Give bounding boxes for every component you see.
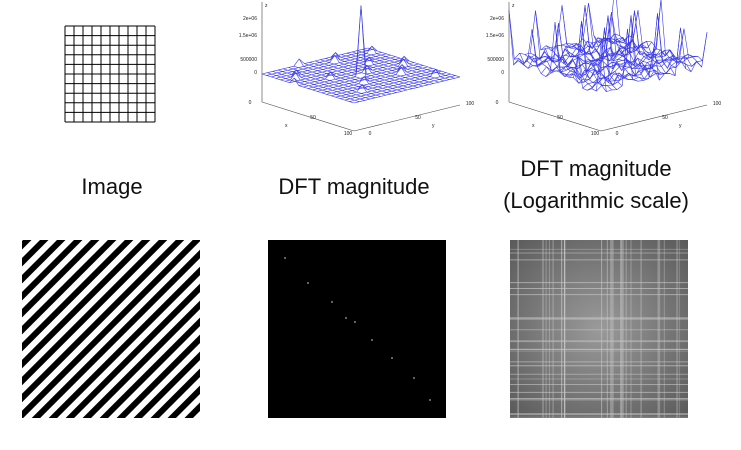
x-tick-label: 50 (557, 115, 563, 121)
y-tick-label: 0 (616, 131, 619, 137)
z-tick-label: 1.5e+06 (486, 33, 504, 39)
mesh-line (352, 51, 445, 82)
mesh-line (572, 46, 665, 75)
mesh-line (582, 54, 689, 89)
axis-line (600, 104, 708, 132)
mesh-line (604, 36, 697, 67)
grid-image (64, 25, 156, 123)
x-tick-label: 0 (496, 100, 499, 106)
mesh-line (349, 75, 456, 102)
mesh-line (616, 0, 708, 62)
x-tick-label: 50 (310, 115, 316, 121)
axis-line (261, 101, 355, 132)
y-axis-label: y (432, 123, 435, 129)
dft-dot (331, 301, 333, 303)
caption: DFT magnitude (278, 174, 429, 199)
mesh-line (340, 68, 447, 99)
mesh-line (353, 76, 461, 104)
mesh-line (336, 55, 429, 86)
mesh-line (307, 5, 415, 89)
mesh-line (335, 70, 442, 98)
caption: Image (81, 174, 142, 199)
x-tick-label: 100 (591, 131, 600, 137)
dft-dot (429, 399, 431, 401)
mesh-line (600, 27, 708, 93)
dft-dot (391, 357, 393, 359)
dft-dot (354, 321, 356, 323)
y-tick-label: 100 (713, 101, 722, 107)
x-axis-label: x (285, 123, 288, 129)
mesh-line (330, 69, 438, 97)
x-tick-label: 0 (249, 100, 252, 106)
mesh-line (588, 3, 681, 68)
z-tick-label: 1.5e+06 (239, 33, 257, 39)
dft-dot (371, 339, 373, 341)
dft-dot (307, 282, 309, 284)
z-tick-label: 0 (501, 70, 504, 76)
mesh-line (325, 54, 418, 88)
z-axis-label: z (265, 3, 268, 9)
mesh-line (330, 52, 423, 87)
z-tick-label: 500000 (240, 57, 257, 63)
mesh-line (591, 56, 698, 89)
dft-dot (413, 377, 415, 379)
y-axis-label: y (679, 123, 682, 129)
dft-log-image (510, 240, 688, 418)
mesh-line (362, 45, 455, 79)
mesh-line (582, 38, 676, 76)
mesh-line (326, 68, 433, 95)
mesh-line (314, 5, 408, 91)
z-tick-label: 0 (254, 70, 257, 76)
y-tick-label: 100 (466, 101, 475, 107)
dft-image (268, 240, 446, 418)
mesh-line (593, 35, 687, 69)
mesh-line (367, 47, 461, 78)
x-tick-label: 100 (344, 131, 353, 137)
caption: (Logarithmic scale) (503, 188, 689, 213)
x-axis-label: x (532, 123, 535, 129)
surface-plot-log: 2e+06 1.5e+06 500000 0 z 0 50 100 x 0 50 100 y (486, 0, 722, 137)
axis-line (508, 101, 602, 132)
z-axis-label: z (512, 3, 515, 9)
mesh-line (596, 60, 703, 92)
dft-dot (284, 257, 286, 259)
mesh-line (344, 73, 451, 101)
caption: DFT magnitude (520, 156, 671, 181)
mesh-line (341, 54, 434, 84)
mesh-line (321, 66, 428, 94)
axis-line (353, 104, 461, 132)
stripe-image (22, 240, 200, 418)
mesh-line (577, 13, 685, 80)
mesh-line (346, 52, 439, 83)
y-tick-label: 50 (662, 115, 668, 121)
dft-dot (345, 317, 347, 319)
y-tick-label: 50 (415, 115, 421, 121)
z-tick-label: 500000 (487, 57, 504, 63)
mesh-line (317, 64, 424, 92)
z-tick-label: 2e+06 (243, 16, 257, 22)
dft-log-texture (510, 240, 688, 418)
mesh-line (598, 37, 692, 72)
dft-dots (284, 257, 431, 401)
y-tick-label: 0 (369, 131, 372, 137)
z-tick-label: 2e+06 (490, 16, 504, 22)
mesh-line (609, 33, 702, 68)
surface-plot: 2e+06 1.5e+06 500000 0 z 0 50 100 x 0 50 100 y (239, 2, 475, 137)
mesh-line (320, 59, 413, 89)
